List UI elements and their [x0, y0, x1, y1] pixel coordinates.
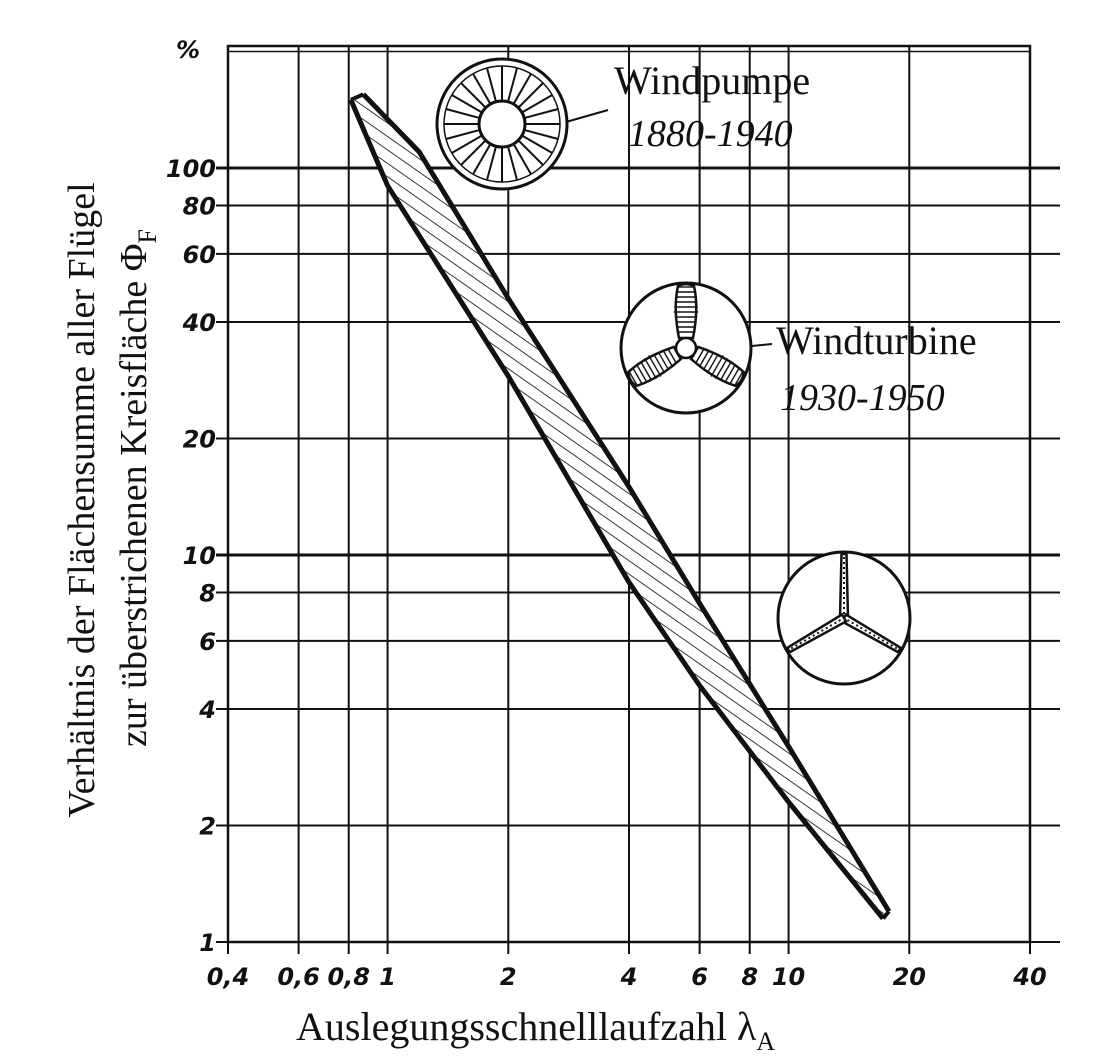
x-tick-label: 0,6	[277, 963, 320, 991]
band-hatch-fill	[350, 94, 889, 919]
band-cap-end	[881, 910, 891, 920]
modern-rotor-icon	[776, 550, 912, 686]
x-tick-label: 6	[691, 963, 708, 991]
y-tick-label: 60	[183, 241, 216, 269]
windturbine-rotor-icon	[619, 281, 753, 415]
y-unit-label: %	[176, 36, 200, 64]
band-lower-line	[348, 98, 885, 921]
x-tick-label: 10	[772, 963, 805, 991]
y-axis-title-line2: zur überstrichenen Kreisfläche ΦF	[113, 229, 162, 747]
x-tick-label: 0,8	[327, 963, 370, 991]
windpump-rotor-icon	[435, 57, 569, 191]
x-tick-label: 20	[893, 963, 926, 991]
y-tick-label: 1	[199, 929, 216, 957]
y-tick-label: 20	[183, 426, 216, 454]
windturbine-label: Windturbine	[776, 318, 977, 363]
x-tick-label: 1	[379, 963, 396, 991]
band-cap-start	[350, 92, 365, 102]
x-axis-title: Auslegungsschnelllaufzahl λA	[296, 1004, 775, 1056]
y-axis-title-line1: Verhältnis der Flächensumme aller Flügel	[61, 182, 103, 817]
y-tick-label: 8	[199, 580, 216, 608]
windpump-years: 1880-1940	[628, 113, 793, 155]
windturbine-leader-line	[751, 343, 773, 347]
y-tick-label: 2	[199, 813, 216, 841]
y-tick-label: 100	[166, 155, 216, 183]
windpump-leader-line	[565, 109, 609, 123]
band-upper-line	[361, 92, 892, 913]
tick-labels: 0,4 0,6 0,8 1 2 4 6 8 10 20 40 1 2 4 6 8 10 20 40 60 80 100	[166, 155, 1047, 991]
x-tick-label: 4	[620, 963, 638, 991]
data-band	[348, 92, 892, 921]
x-tick-label: 40	[1012, 963, 1046, 991]
windpump-label: Windpumpe	[614, 58, 810, 103]
y-tick-label: 4	[198, 696, 216, 724]
y-tick-label: 10	[183, 542, 216, 570]
x-tick-label: 0,4	[207, 963, 250, 991]
x-tick-label: 8	[741, 963, 758, 991]
x-tick-label: 2	[500, 963, 517, 991]
y-tick-label: 40	[182, 309, 216, 337]
y-tick-label: 6	[199, 628, 216, 656]
windturbine-years: 1930-1950	[780, 377, 945, 419]
y-tick-label: 80	[183, 193, 216, 221]
